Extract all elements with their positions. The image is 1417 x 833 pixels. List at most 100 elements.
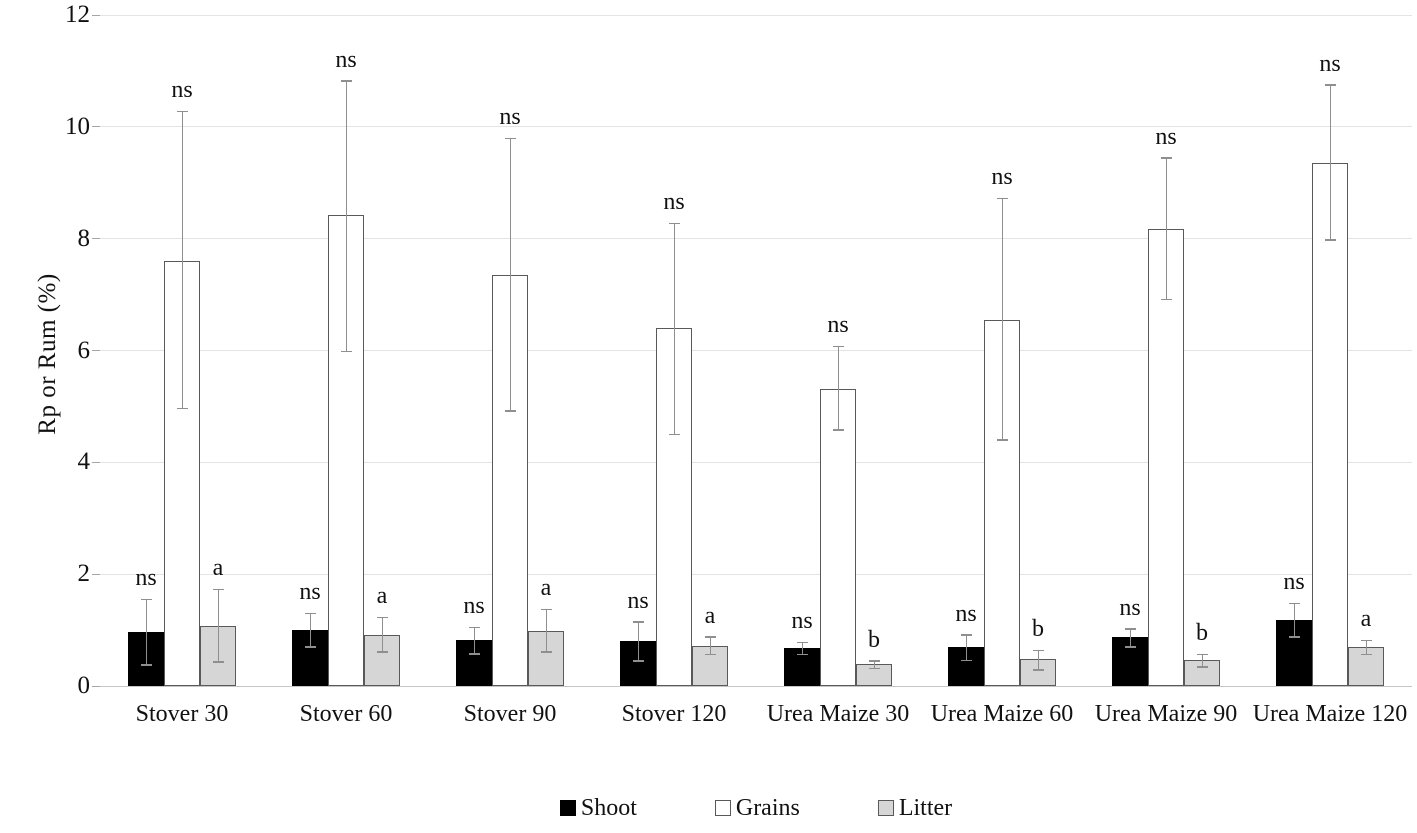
error-bar — [381, 617, 383, 652]
chart-legend: Shoot Grains Litter — [100, 795, 1412, 821]
significance-label: ns — [1119, 594, 1141, 621]
x-tick-label: Stover 120 — [621, 701, 727, 727]
significance-label: ns — [299, 579, 321, 606]
y-axis-tickmark — [92, 238, 100, 240]
error-bar-cap-top — [1288, 602, 1300, 605]
y-tick-label: 8 — [77, 224, 91, 252]
significance-label: b — [868, 626, 880, 653]
gridline — [100, 14, 1412, 16]
x-tick-label: Stover 90 — [463, 701, 557, 727]
error-bar-cap-top — [540, 608, 552, 611]
bar-grains — [1148, 228, 1184, 686]
gridline — [100, 350, 1412, 351]
error-bar — [673, 223, 675, 435]
x-tick-label: Stover 30 — [135, 701, 229, 727]
gridline — [100, 461, 1412, 463]
error-bar-cap-top — [796, 641, 808, 644]
bar-grains — [1312, 163, 1348, 686]
error-bar — [1329, 84, 1331, 240]
error-bar — [1129, 628, 1131, 647]
error-bar — [181, 111, 183, 409]
significance-label: ns — [955, 600, 977, 627]
significance-label: ns — [1319, 50, 1341, 77]
error-bar — [1037, 650, 1039, 670]
error-bar-cap-top — [960, 634, 972, 636]
gridline — [100, 126, 1412, 128]
legend-swatch-icon — [877, 800, 894, 816]
error-bar — [709, 636, 711, 655]
y-tick-label: 12 — [65, 1, 90, 28]
error-bar-cap-bottom — [540, 651, 552, 653]
error-bar — [1293, 603, 1295, 637]
legend-label: Litter — [898, 795, 953, 821]
legend-label: Grains — [735, 795, 800, 821]
error-bar-cap-bottom — [340, 350, 352, 353]
error-bar-cap-bottom — [704, 653, 716, 656]
error-bar-cap-top — [504, 137, 516, 140]
error-bar-cap-top — [340, 80, 352, 82]
y-tick-label: 2 — [77, 560, 91, 588]
gridline — [100, 238, 1412, 240]
significance-label: ns — [627, 587, 649, 614]
error-bar-cap-bottom — [376, 651, 388, 653]
error-bar-cap-top — [832, 345, 844, 348]
error-bar-cap-bottom — [1032, 669, 1044, 671]
error-bar-cap-bottom — [504, 410, 516, 412]
bar-grains — [820, 388, 856, 686]
gridline — [100, 573, 1412, 575]
error-bar — [637, 621, 639, 661]
significance-label: a — [376, 583, 388, 610]
significance-label: ns — [135, 565, 157, 592]
error-bar-cap-bottom — [212, 661, 224, 663]
significance-label: ns — [499, 104, 521, 131]
error-bar-cap-bottom — [140, 664, 152, 666]
error-bar — [801, 642, 803, 655]
significance-label: ns — [827, 312, 849, 339]
significance-label: ns — [335, 46, 357, 73]
error-bar-cap-top — [140, 598, 152, 601]
error-bar — [545, 609, 547, 652]
error-bar-cap-top — [1324, 84, 1336, 86]
bar-shoot — [1276, 620, 1312, 686]
legend-item-grains: Grains — [714, 795, 800, 821]
significance-label: ns — [1155, 123, 1177, 150]
significance-label: ns — [171, 77, 193, 104]
error-bar — [873, 660, 875, 669]
significance-label: ns — [791, 608, 813, 635]
error-bar-cap-bottom — [868, 667, 880, 670]
legend-item-shoot: Shoot — [559, 795, 637, 821]
error-bar-cap-bottom — [960, 659, 972, 662]
x-tick-label: Stover 60 — [299, 701, 393, 727]
error-bar-cap-top — [632, 621, 644, 623]
error-bar-cap-top — [704, 636, 716, 638]
error-bar-cap-bottom — [1124, 646, 1136, 648]
error-bar-cap-top — [376, 616, 388, 619]
legend-item-litter: Litter — [877, 795, 953, 821]
error-bar — [1001, 198, 1003, 440]
x-tick-label: Urea Maize 120 — [1252, 701, 1408, 727]
x-axis-baseline — [100, 685, 1412, 687]
error-bar — [309, 613, 311, 647]
error-bar — [473, 627, 475, 654]
error-bar-cap-bottom — [1160, 298, 1172, 301]
error-bar-cap-top — [1360, 639, 1372, 642]
error-bar-cap-top — [176, 110, 188, 113]
error-bar — [145, 599, 147, 665]
error-bar-cap-top — [996, 197, 1008, 200]
error-bar-cap-top — [1160, 157, 1172, 159]
significance-label: b — [1196, 620, 1208, 647]
significance-label: ns — [663, 189, 685, 215]
y-tick-label: 10 — [65, 112, 90, 140]
error-bar-cap-bottom — [796, 653, 808, 656]
error-bar-cap-top — [1124, 628, 1136, 630]
error-bar-cap-bottom — [668, 433, 680, 436]
error-bar — [965, 634, 967, 661]
error-bar — [1365, 640, 1367, 655]
error-bar-cap-bottom — [176, 407, 188, 410]
significance-label: a — [212, 555, 224, 582]
error-bar-cap-top — [868, 660, 880, 662]
error-bar — [837, 346, 839, 430]
error-bar-cap-top — [1032, 649, 1044, 652]
error-bar-cap-bottom — [1324, 239, 1336, 241]
